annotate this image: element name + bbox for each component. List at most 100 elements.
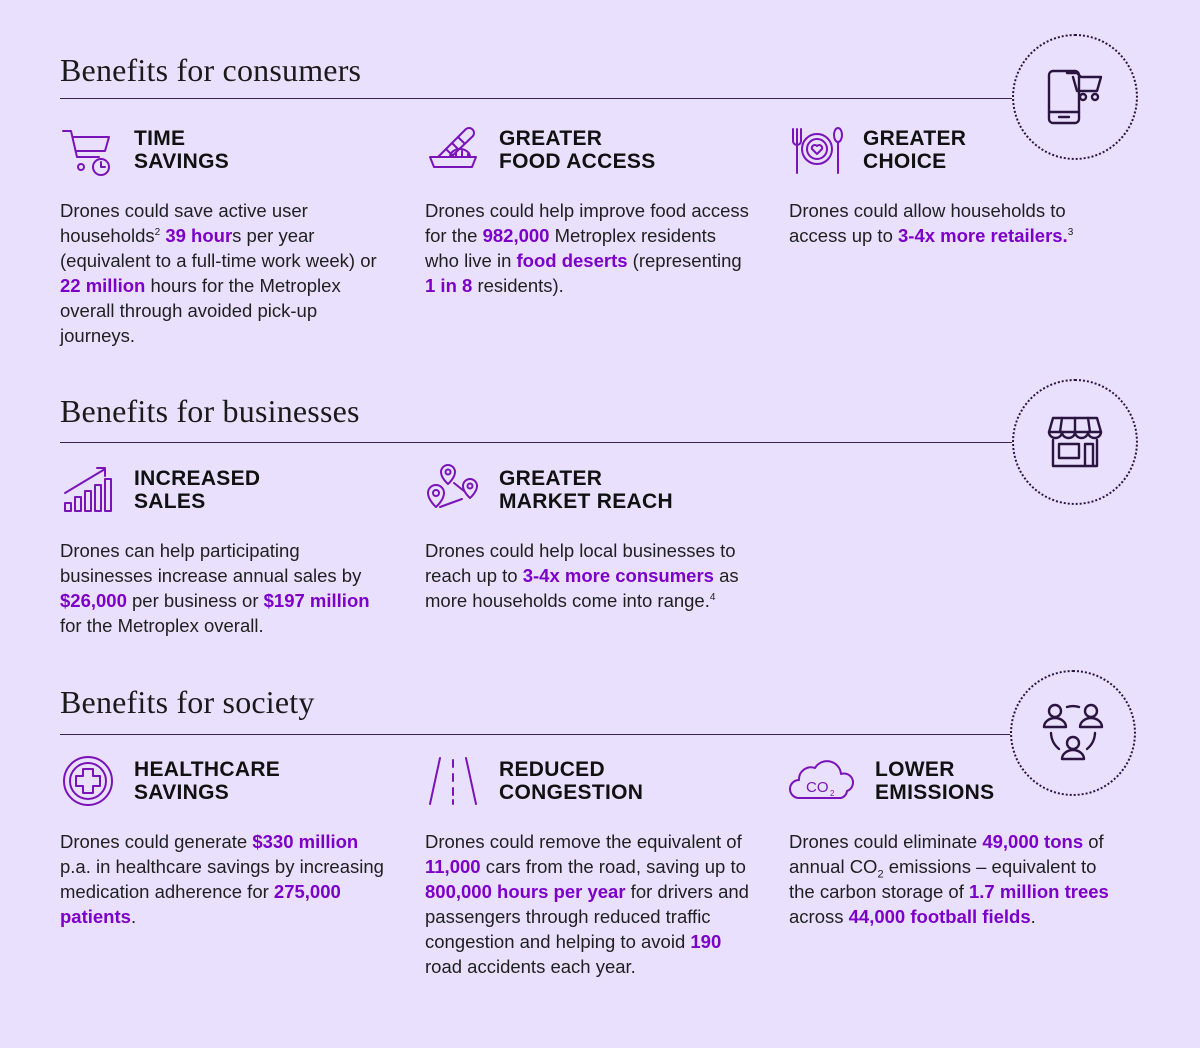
benefit-title-line1: HEALTHCARE (134, 758, 281, 781)
body-text: Drones could allow households to access … (789, 200, 1066, 246)
highlight-figure: 1.7 million trees (968, 881, 1109, 902)
benefit-lower-emissions: CO 2 LOWER EMISSIONS Drones could elimin… (789, 751, 1119, 929)
highlight-figure: 982,000 (482, 225, 550, 246)
body-text: Drones could remove the equivalent of (425, 831, 742, 852)
benefit-body: Drones could help improve food access fo… (425, 198, 755, 298)
benefit-body: Drones can help participating businesses… (60, 538, 390, 638)
body-text: hours for the Metroplex overall through … (60, 275, 341, 346)
benefit-title-line1: REDUCED (499, 758, 605, 781)
benefit-title-line1: GREATER (499, 127, 603, 150)
benefit-body: Drones could allow households to access … (789, 198, 1079, 248)
body-text: for drivers and passengers through reduc… (425, 881, 749, 952)
benefit-body: Drones could help local businesses to re… (425, 538, 755, 613)
highlight-figure: 49,000 tons (982, 831, 1084, 852)
highlight-figure: $330 million (252, 831, 359, 852)
food-basket-icon (425, 122, 481, 178)
highlight-figure: $197 million (263, 590, 370, 611)
benefit-title-line2: CHOICE (863, 150, 947, 173)
body-text: Drones could help improve food access fo… (425, 200, 749, 246)
benefit-title-line1: GREATER (863, 127, 967, 150)
medical-cross-icon (60, 753, 116, 809)
benefit-title-line2: SAVINGS (134, 150, 230, 173)
society-badge (1010, 670, 1136, 796)
benefit-title-line2: CONGESTION (499, 781, 644, 804)
map-pins-icon (425, 462, 481, 518)
benefit-reduced-congestion: REDUCED CONGESTION Drones could remove t… (425, 751, 755, 979)
section-title-consumers: Benefits for consumers (60, 52, 362, 88)
highlight-figure: 3-4x more retailers. (898, 225, 1068, 246)
cart-clock-icon (60, 122, 116, 178)
section-divider (60, 734, 1012, 735)
benefit-greater-market-reach: GREATER MARKET REACH Drones could help l… (425, 460, 755, 613)
highlight-figure: 11,000 (425, 856, 481, 877)
footnote-ref: 2 (154, 226, 161, 238)
body-text: s per year (equivalent to a full-time wo… (60, 225, 377, 271)
benefit-title-line1: GREATER (499, 467, 603, 490)
benefit-title-line2: FOOD ACCESS (499, 150, 656, 173)
highlight-figure: 3-4x more consumers (522, 565, 714, 586)
body-text: . (130, 906, 137, 927)
storefront-icon (1047, 416, 1103, 468)
body-text: road accidents each year. (425, 956, 636, 977)
benefit-body: Drones could remove the equivalent of 11… (425, 829, 755, 979)
body-text: Drones could generate (60, 831, 253, 852)
benefit-body: Drones could generate $330 million p.a. … (60, 829, 390, 929)
plate-cutlery-icon (789, 122, 845, 178)
body-text: residents). (472, 275, 564, 296)
footnote-ref: 4 (709, 591, 716, 603)
section-divider (60, 98, 1012, 99)
body-text: p.a. in healthcare savings by increasing… (60, 856, 384, 902)
body-text: as more households come into range. (425, 565, 739, 611)
co2-label: CO (806, 779, 829, 796)
highlight-figure: 44,000 football fields (848, 906, 1031, 927)
road-icon (425, 753, 481, 809)
highlight-figure: 1 in 8 (425, 275, 473, 296)
benefit-greater-food-access: GREATER FOOD ACCESS Drones could help im… (425, 120, 755, 298)
benefit-title-line2: SAVINGS (134, 781, 230, 804)
benefit-body: Drones could save active user households… (60, 198, 390, 348)
body-text: Drones could help local businesses to re… (425, 540, 736, 586)
body-text: for the Metroplex overall. (60, 615, 264, 636)
body-text: Drones can help participating businesses… (60, 540, 362, 586)
body-text: per business or (126, 590, 264, 611)
benefit-title-line2: MARKET REACH (499, 490, 673, 513)
section-title-businesses: Benefits for businesses (60, 393, 360, 429)
benefit-title-line2: EMISSIONS (875, 781, 995, 804)
body-text: (representing (627, 250, 742, 271)
phone-cart-icon (1047, 69, 1103, 125)
benefit-healthcare-savings: HEALTHCARE SAVINGS Drones could generate… (60, 751, 390, 929)
businesses-badge (1012, 379, 1138, 505)
benefit-increased-sales: INCREASED SALES Drones can help particip… (60, 460, 390, 638)
benefit-title-line2: SALES (134, 490, 206, 513)
body-text: Drones could save active user households (60, 200, 308, 246)
people-network-icon (1042, 703, 1104, 761)
body-text: of annual CO (789, 831, 1104, 877)
benefit-title-line1: INCREASED (134, 467, 261, 490)
benefit-body: Drones could eliminate 49,000 tons of an… (789, 829, 1119, 929)
body-text: Metroplex residents who live in (425, 225, 717, 271)
highlight-figure: 275,000 patients (60, 881, 341, 927)
highlight-figure: 39 hour (165, 225, 233, 246)
body-text: . (1030, 906, 1036, 927)
co2-subscript: 2 (830, 789, 835, 798)
highlight-figure: 800,000 hours per year (425, 881, 626, 902)
highlight-figure: food deserts (516, 250, 628, 271)
benefit-greater-choice: GREATER CHOICE Drones could allow househ… (789, 120, 1119, 248)
bar-chart-growth-icon (60, 462, 116, 518)
highlight-figure: 22 million (60, 275, 146, 296)
benefit-title-line1: LOWER (875, 758, 955, 781)
body-text: Drones could eliminate (789, 831, 983, 852)
highlight-figure: $26,000 (60, 590, 127, 611)
consumers-badge (1012, 34, 1138, 160)
body-text: emissions – equivalent to the carbon sto… (789, 856, 1097, 902)
section-title-society: Benefits for society (60, 684, 315, 720)
co2-cloud-icon: CO 2 (789, 753, 857, 809)
body-text: cars from the road, saving up to (480, 856, 746, 877)
highlight-figure: 190 (690, 931, 722, 952)
benefit-time-savings: TIME SAVINGS Drones could save active us… (60, 120, 390, 348)
body-text: across (789, 906, 849, 927)
footnote-ref: 3 (1067, 226, 1074, 238)
section-divider (60, 442, 1012, 443)
benefit-title-line1: TIME (134, 127, 186, 150)
subscript: 2 (877, 868, 884, 881)
